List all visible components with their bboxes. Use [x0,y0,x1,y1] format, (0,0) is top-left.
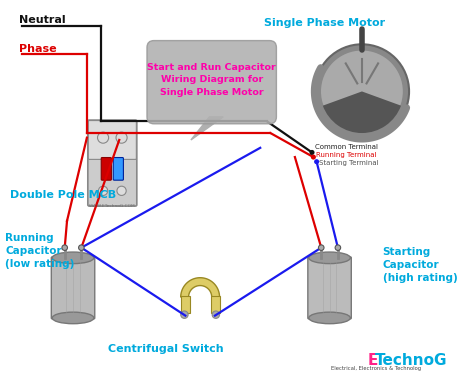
Circle shape [99,186,108,195]
FancyBboxPatch shape [308,257,351,319]
Text: E: E [367,353,378,368]
Text: TechnoG: TechnoG [375,353,447,368]
Circle shape [117,186,126,195]
Circle shape [315,44,409,139]
Circle shape [116,132,127,143]
Circle shape [181,311,188,319]
FancyBboxPatch shape [101,158,111,180]
Ellipse shape [52,252,94,264]
Text: Starting Terminal: Starting Terminal [319,160,379,166]
Bar [211,296,219,313]
Circle shape [212,311,219,319]
Text: Phase: Phase [19,44,56,54]
Circle shape [320,50,403,133]
Circle shape [311,155,316,159]
FancyBboxPatch shape [147,41,276,124]
Text: Start and Run Capacitor
Wiring Diagram for
Single Phase Motor: Start and Run Capacitor Wiring Diagram f… [147,63,276,97]
FancyBboxPatch shape [88,121,137,159]
Text: WWW.ETechnoG.COM: WWW.ETechnoG.COM [89,204,136,208]
Polygon shape [181,278,219,297]
Text: Single Phase Motor: Single Phase Motor [264,18,385,28]
Text: Starting
Capacitor
(high rating): Starting Capacitor (high rating) [383,247,457,283]
FancyBboxPatch shape [51,257,95,319]
Text: Double Pole MCB: Double Pole MCB [9,190,116,201]
Circle shape [62,245,67,250]
Polygon shape [191,117,223,140]
Text: Electrical, Electronics & Technolog: Electrical, Electronics & Technolog [331,366,421,371]
Circle shape [310,150,315,155]
Text: Common Terminal: Common Terminal [315,144,378,150]
Ellipse shape [309,252,350,264]
Circle shape [319,245,324,250]
Text: Centrifugal Switch: Centrifugal Switch [108,344,223,354]
FancyBboxPatch shape [88,120,137,206]
Ellipse shape [309,312,350,324]
Bar [181,296,190,313]
Ellipse shape [52,312,94,324]
Circle shape [314,159,319,164]
Circle shape [98,132,109,143]
Text: Running Terminal: Running Terminal [316,152,376,158]
Circle shape [335,245,341,250]
Text: Neutral: Neutral [19,15,65,25]
Circle shape [79,245,84,250]
Text: Running
Capacitor
(low rating): Running Capacitor (low rating) [5,233,74,269]
FancyBboxPatch shape [113,158,123,180]
Wedge shape [323,92,401,133]
